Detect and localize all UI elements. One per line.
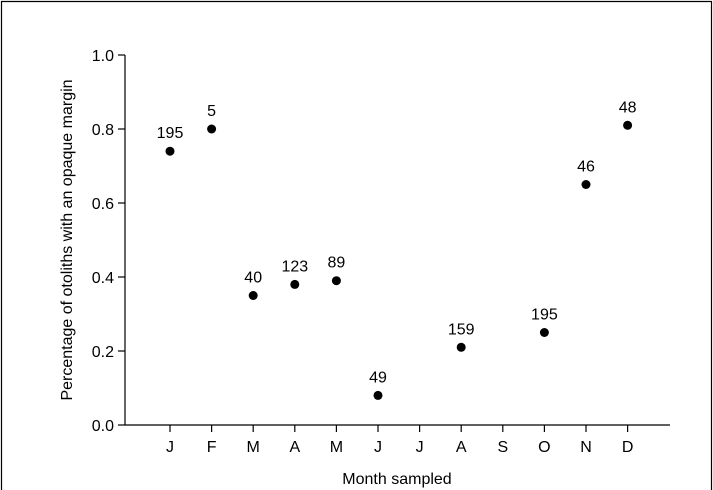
plot-area: 0.0 0.2 0.4 0.6 0.8 1.0 J F M A M J J A S O N D 195 5 40 12… bbox=[92, 48, 670, 456]
data-label: 195 bbox=[157, 125, 184, 142]
x-axis-title: Month sampled bbox=[342, 471, 451, 488]
data-point bbox=[165, 146, 175, 156]
y-tick-label: 0.8 bbox=[92, 122, 114, 139]
data-point bbox=[248, 291, 258, 300]
x-tick-label: A bbox=[456, 439, 467, 456]
data-point bbox=[207, 124, 217, 134]
data-point bbox=[581, 180, 591, 189]
data-point bbox=[456, 342, 466, 352]
x-tick-label: M bbox=[330, 439, 343, 456]
y-tick-label: 0.2 bbox=[92, 344, 114, 361]
data-points: 195 5 40 123 89 49 159 195 46 48 bbox=[157, 99, 637, 400]
y-tick-label: 0.4 bbox=[92, 270, 114, 287]
x-tick-label: J bbox=[166, 439, 174, 456]
data-label: 89 bbox=[328, 255, 346, 272]
data-point bbox=[373, 390, 383, 400]
x-tick-label: F bbox=[207, 439, 217, 456]
x-tick-label: M bbox=[247, 439, 260, 456]
data-label: 159 bbox=[448, 321, 475, 338]
x-tick-label: J bbox=[374, 439, 382, 456]
y-axis-title: Percentage of otoliths with an opaque ma… bbox=[59, 79, 76, 400]
x-tick-label: S bbox=[497, 439, 508, 456]
x-tick-label: D bbox=[622, 439, 634, 456]
x-tick-label: O bbox=[538, 439, 550, 456]
x-tick-label: A bbox=[289, 439, 300, 456]
data-point bbox=[331, 276, 341, 286]
y-tick-label: 0.0 bbox=[92, 418, 114, 435]
data-label: 46 bbox=[577, 159, 595, 176]
data-label: 5 bbox=[207, 103, 216, 120]
x-tick-label: J bbox=[416, 439, 424, 456]
y-tick-label: 0.6 bbox=[92, 196, 114, 213]
y-tick-label: 1.0 bbox=[92, 48, 114, 65]
data-label: 49 bbox=[369, 369, 387, 386]
data-label: 48 bbox=[619, 99, 637, 116]
data-point bbox=[290, 279, 300, 289]
data-point bbox=[539, 328, 549, 337]
data-label: 195 bbox=[531, 307, 558, 324]
x-tick-label: N bbox=[580, 439, 592, 456]
data-label: 40 bbox=[244, 270, 262, 287]
data-label: 123 bbox=[281, 258, 308, 275]
y-ticks: 0.0 0.2 0.4 0.6 0.8 1.0 bbox=[92, 48, 125, 435]
data-point bbox=[623, 120, 633, 130]
